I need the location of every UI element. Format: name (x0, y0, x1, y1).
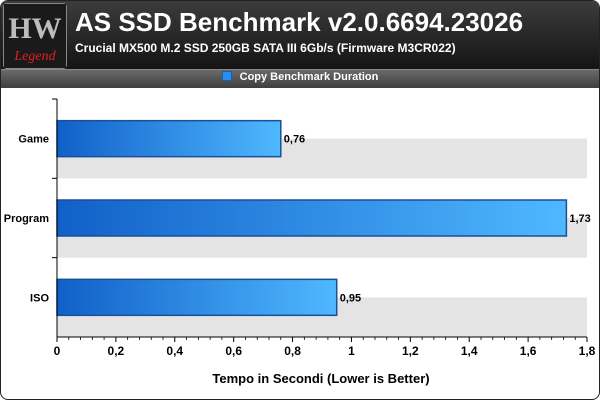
legend-label: Copy Benchmark Duration (239, 71, 379, 83)
x-tick-label: 0,6 (225, 344, 242, 358)
data-label: 1,73 (569, 213, 590, 225)
x-tick-label: 1,2 (402, 344, 419, 358)
svg-text:Legend: Legend (13, 49, 56, 64)
axes: Game Program ISO 0 0,2 0,4 0,6 0,8 1 1,2 1,4 1,6 1,8 (4, 98, 596, 358)
x-tick-label: 1,4 (461, 344, 478, 358)
bar-chart: 0,76 1,73 0,95 Game Program ISO 0 0,2 0,4 0,6 0,8… (4, 98, 596, 386)
bars: 0,76 1,73 0,95 (56, 119, 591, 317)
bar-program (56, 199, 568, 237)
legend-swatch (221, 71, 232, 82)
x-axis-label: Tempo in Secondi (Lower is Better) (212, 371, 429, 386)
svg-text:HW: HW (8, 12, 61, 45)
x-tick-label: 0,2 (108, 344, 125, 358)
x-tick-label: 1 (348, 344, 355, 358)
bar-iso (56, 278, 338, 317)
legend: Copy Benchmark Duration (1, 71, 599, 83)
bar-game (56, 119, 282, 158)
chart-subtitle: Crucial MX500 M.2 SSD 250GB SATA III 6Gb… (75, 41, 456, 55)
x-tick-label: 1,8 (579, 344, 596, 358)
category-label: Program (4, 213, 49, 225)
header: HW Legend AS SSD Benchmark v2.0.6694.230… (1, 1, 599, 69)
category-label: ISO (30, 292, 49, 304)
legend-bar: Copy Benchmark Duration (1, 69, 599, 88)
data-label: 0,95 (340, 292, 361, 304)
x-tick-label: 0 (54, 344, 61, 358)
x-tick-label: 1,6 (520, 344, 537, 358)
data-label: 0,76 (284, 134, 305, 146)
hwlegend-logo: HW Legend (3, 3, 67, 69)
x-tick-label: 0,4 (166, 344, 183, 358)
chart-title: AS SSD Benchmark v2.0.6694.23026 (75, 7, 524, 37)
category-label: Game (18, 134, 49, 146)
x-tick-label: 0,8 (284, 344, 301, 358)
